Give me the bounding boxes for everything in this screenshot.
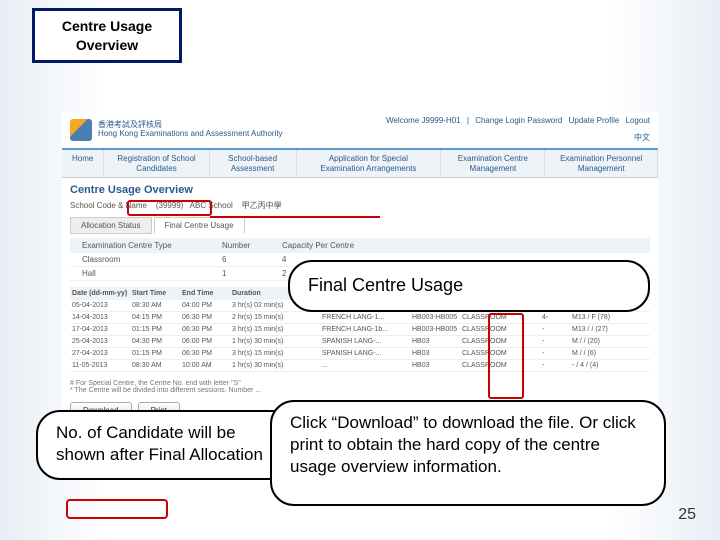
header-links: Welcome J9999-H01 | Change Login Passwor… (382, 116, 650, 125)
th-date: Date (dd-mm-yy) (72, 290, 132, 297)
slide-title-box: Centre Usage Overview (32, 8, 182, 63)
nav-tabs: Home Registration of School Candidates S… (62, 150, 658, 178)
slide-number: 25 (678, 506, 696, 524)
table-row: 25-04-201304:30 PM06:00 PM1 hr(s) 30 min… (70, 336, 650, 348)
callout-candidate-count: No. of Candidate will be shown after Fin… (36, 410, 298, 480)
school-name-en: ABC School (190, 201, 233, 210)
table-row: 17-04-201301:15 PM06:30 PM3 hr(s) 15 min… (70, 324, 650, 336)
th-start: Start Time (132, 290, 182, 297)
org-name: 香港考試及評核局 Hong Kong Examinations and Asse… (98, 121, 283, 139)
highlight-buttons (66, 499, 168, 519)
language-toggle[interactable]: 中文 (634, 132, 650, 143)
nav-exam-personnel[interactable]: Examination Personnel Management (545, 150, 658, 177)
slide-title: Centre Usage Overview (62, 17, 152, 53)
app-header: 香港考試及評核局 Hong Kong Examinations and Asse… (62, 112, 658, 150)
callout-final-centre-usage: Final Centre Usage (288, 260, 650, 312)
update-profile-link[interactable]: Update Profile (569, 116, 620, 125)
cap-col-cap: Capacity Per Centre (274, 241, 394, 250)
cap-col-type: Examination Centre Type (74, 241, 214, 250)
page-title: Centre Usage Overview (62, 178, 658, 198)
school-label: School Code & Name (70, 201, 147, 210)
nav-exam-centre[interactable]: Examination Centre Management (441, 150, 545, 177)
nav-sba[interactable]: School-based Assessment (210, 150, 297, 177)
sub-tabs: Allocation Status Final Centre Usage (70, 217, 650, 234)
tab-final-centre-usage[interactable]: Final Centre Usage (154, 217, 245, 234)
footer-note: # For Special Centre, the Centre No. end… (70, 380, 650, 394)
welcome-text: Welcome J9999-H01 (386, 116, 461, 125)
change-password-link[interactable]: Change Login Password (475, 116, 562, 125)
hkeaa-logo-icon (70, 119, 92, 141)
org-name-en: Hong Kong Examinations and Assessment Au… (98, 130, 283, 139)
cap-col-number: Number (214, 241, 274, 250)
nav-home[interactable]: Home (62, 150, 104, 177)
nav-special-exam[interactable]: Application for Special Examination Arra… (297, 150, 442, 177)
tab-allocation-status[interactable]: Allocation Status (70, 217, 152, 234)
callout-download-print: Click “Download” to download the file. O… (270, 400, 666, 506)
table-row: 27-04-201301:15 PM06:30 PM3 hr(s) 15 min… (70, 348, 650, 360)
table-row: 14-04-201304:15 PM06:30 PM2 hr(s) 15 min… (70, 312, 650, 324)
table-row: 11-05-201308:30 AM10:00 AM1 hr(s) 30 min… (70, 360, 650, 372)
school-code: (39999) (156, 201, 184, 210)
th-end: End Time (182, 290, 232, 297)
logout-link[interactable]: Logout (626, 116, 650, 125)
school-name-zh: 甲乙丙中學 (242, 201, 282, 210)
nav-registration[interactable]: Registration of School Candidates (104, 150, 209, 177)
school-info: School Code & Name (39999) ABC School 甲乙… (62, 198, 658, 213)
